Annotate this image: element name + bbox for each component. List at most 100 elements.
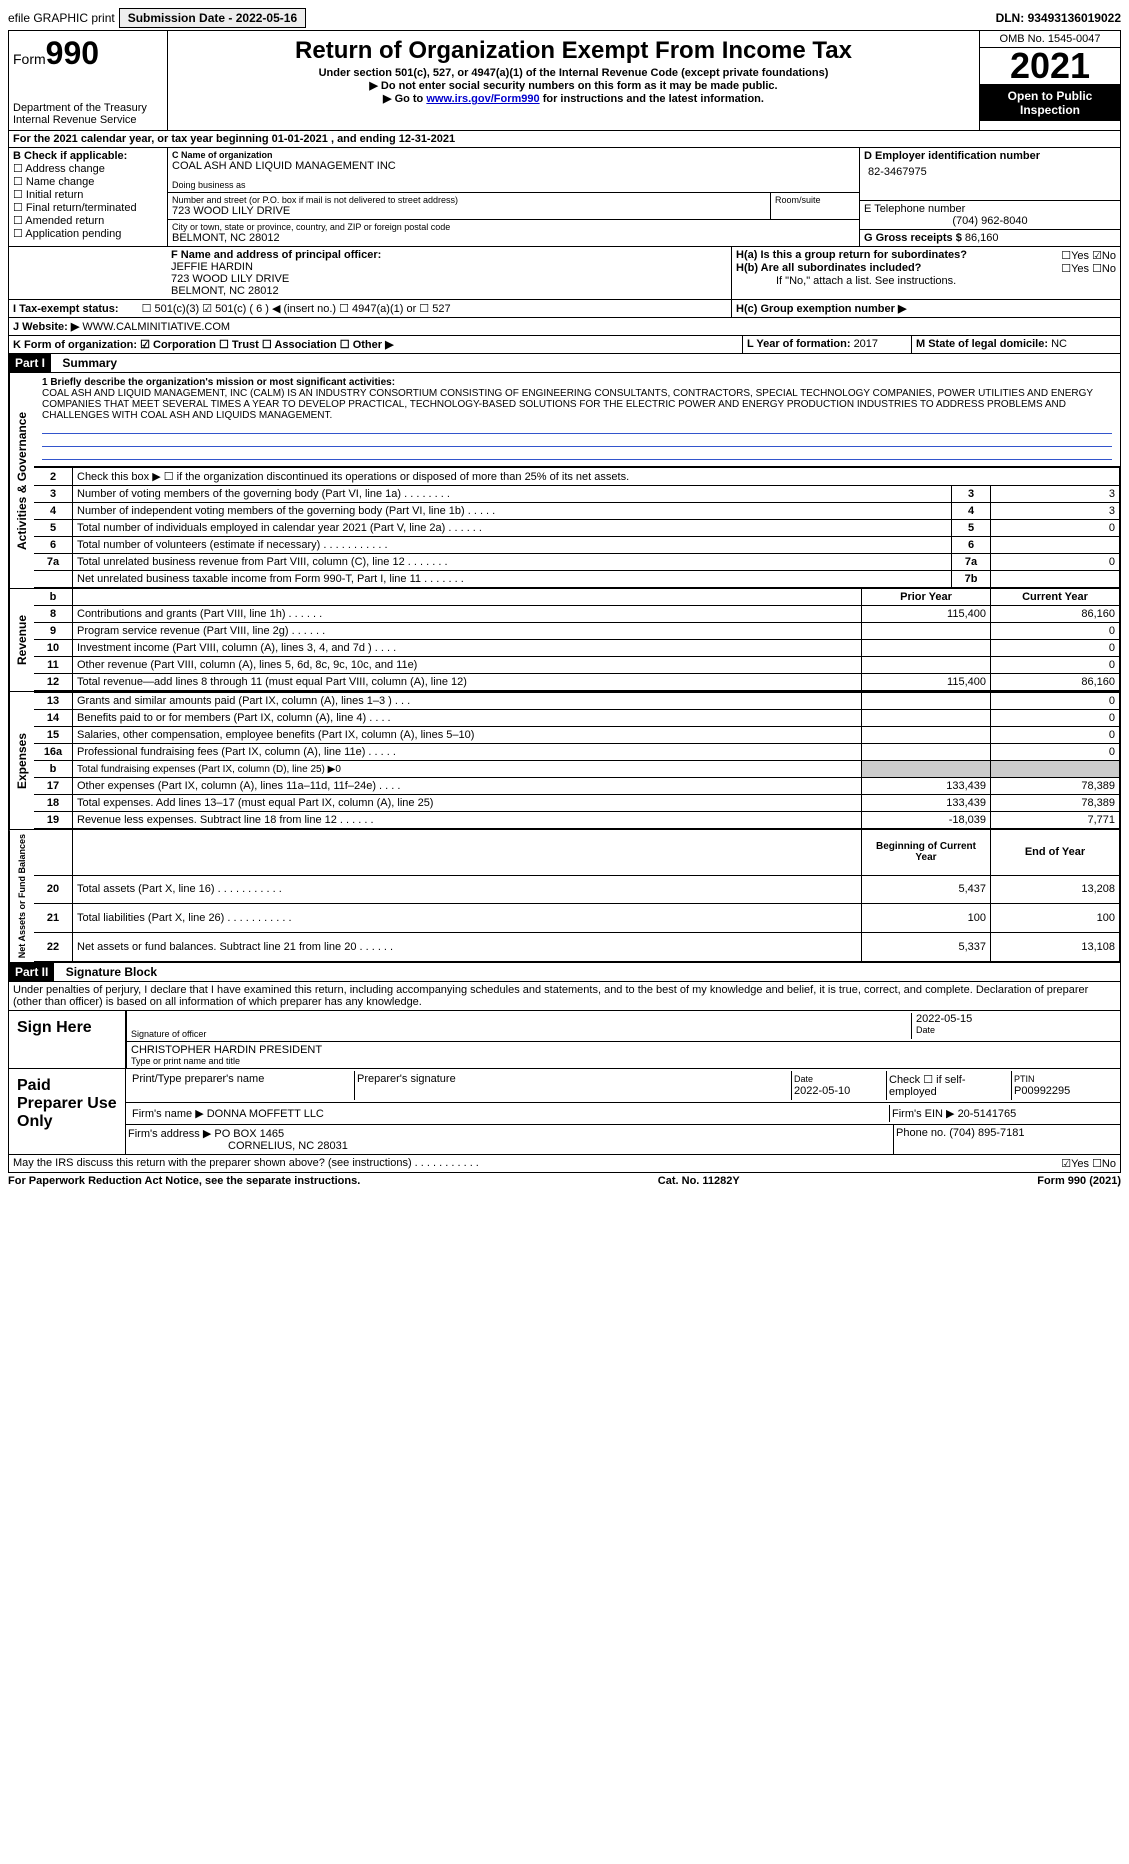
section-c: C Name of organization COAL ASH AND LIQU… — [168, 148, 859, 246]
dept-treasury: Department of the Treasury — [13, 102, 163, 114]
footer-right: Form 990 (2021) — [1037, 1175, 1121, 1187]
section-b: B Check if applicable: ☐ Address change … — [9, 148, 168, 246]
gov-table: 2Check this box ▶ ☐ if the organization … — [34, 467, 1120, 588]
ha-answer[interactable]: ☐Yes ☑No — [1061, 249, 1116, 262]
firm-name: DONNA MOFFETT LLC — [207, 1108, 324, 1120]
efile-label: efile GRAPHIC print — [8, 11, 115, 25]
b-opt[interactable]: ☐ Final return/terminated — [13, 201, 163, 214]
note-link: ▶ Go to www.irs.gov/Form990 for instruct… — [172, 92, 975, 105]
revenue-table: bPrior YearCurrent Year 8Contributions a… — [34, 589, 1120, 691]
discuss-question: May the IRS discuss this return with the… — [13, 1157, 1061, 1170]
firm-addr1: PO BOX 1465 — [214, 1128, 284, 1140]
side-expenses: Expenses — [9, 692, 34, 829]
fh-block: F Name and address of principal officer:… — [8, 247, 1121, 300]
signature-block: Under penalties of perjury, I declare th… — [8, 982, 1121, 1173]
mission-block: 1 Briefly describe the organization's mi… — [34, 373, 1120, 467]
org-name: COAL ASH AND LIQUID MANAGEMENT INC — [172, 160, 855, 172]
city: BELMONT, NC 28012 — [172, 232, 855, 244]
self-employed-check[interactable]: Check ☐ if self-employed — [887, 1071, 1012, 1100]
tax-year: 2021 — [980, 48, 1120, 85]
page-footer: For Paperwork Reduction Act Notice, see … — [8, 1173, 1121, 1187]
submission-btn[interactable]: Submission Date - 2022-05-16 — [119, 8, 306, 28]
dln: DLN: 93493136019022 — [996, 11, 1121, 25]
hb-answer[interactable]: ☐Yes ☐No — [1061, 262, 1116, 275]
section-deg: D Employer identification number 82-3467… — [859, 148, 1120, 246]
b-opt[interactable]: ☐ Name change — [13, 175, 163, 188]
header-left: Form990 Department of the Treasury Inter… — [9, 31, 168, 130]
ptin: P00992295 — [1014, 1085, 1070, 1097]
expenses-section: Expenses 13Grants and similar amounts pa… — [8, 692, 1121, 830]
officer-name: JEFFIE HARDIN — [171, 261, 727, 273]
part1-header: Part I Summary — [8, 354, 1121, 373]
table-row: 8Contributions and grants (Part VIII, li… — [34, 606, 1120, 623]
side-netassets: Net Assets or Fund Balances — [9, 830, 34, 962]
firm-phone: (704) 895-7181 — [949, 1127, 1024, 1139]
footer-left: For Paperwork Reduction Act Notice, see … — [8, 1175, 360, 1187]
phone: (704) 962-8040 — [864, 215, 1116, 227]
expenses-table: 13Grants and similar amounts paid (Part … — [34, 692, 1120, 829]
table-row: bTotal fundraising expenses (Part IX, co… — [34, 761, 1120, 778]
side-revenue: Revenue — [9, 589, 34, 691]
table-row: 7aTotal unrelated business revenue from … — [34, 554, 1120, 571]
irs-label: Internal Revenue Service — [13, 114, 163, 126]
j-block: J Website: ▶ WWW.CALMINITIATIVE.COM — [8, 318, 1121, 336]
table-row: 5Total number of individuals employed in… — [34, 520, 1120, 537]
state-domicile: NC — [1051, 338, 1067, 350]
sig-date: 2022-05-15 — [916, 1013, 1116, 1025]
table-row: 18Total expenses. Add lines 13–17 (must … — [34, 795, 1120, 812]
table-row: 12Total revenue—add lines 8 through 11 (… — [34, 674, 1120, 691]
b-opt[interactable]: ☐ Initial return — [13, 188, 163, 201]
form-of-org[interactable]: K Form of organization: ☑ Corporation ☐ … — [13, 339, 394, 351]
form-header: Form990 Department of the Treasury Inter… — [8, 30, 1121, 131]
table-row: 15Salaries, other compensation, employee… — [34, 727, 1120, 744]
part1-body: Activities & Governance 1 Briefly descri… — [8, 373, 1121, 589]
table-row: 19Revenue less expenses. Subtract line 1… — [34, 812, 1120, 829]
form-subtitle: Under section 501(c), 527, or 4947(a)(1)… — [172, 67, 975, 79]
website: WWW.CALMINITIATIVE.COM — [82, 321, 230, 333]
tax-status[interactable]: ☐ 501(c)(3) ☑ 501(c) ( 6 ) ◀ (insert no.… — [142, 303, 451, 315]
form-title: Return of Organization Exempt From Incom… — [172, 37, 975, 65]
discuss-answer[interactable]: ☑Yes ☐No — [1061, 1157, 1116, 1170]
table-row: 3Number of voting members of the governi… — [34, 486, 1120, 503]
b-opt[interactable]: ☐ Address change — [13, 162, 163, 175]
klm-block: K Form of organization: ☑ Corporation ☐ … — [8, 336, 1121, 354]
part2-header: Part II Signature Block — [8, 963, 1121, 982]
note-ssn: ▶ Do not enter social security numbers o… — [172, 79, 975, 92]
footer-cat: Cat. No. 11282Y — [658, 1175, 740, 1187]
mission-text: COAL ASH AND LIQUID MANAGEMENT, INC (CAL… — [42, 388, 1112, 421]
officer-print: CHRISTOPHER HARDIN PRESIDENT — [131, 1044, 1116, 1056]
table-row: 11Other revenue (Part VIII, column (A), … — [34, 657, 1120, 674]
table-row: 6Total number of volunteers (estimate if… — [34, 537, 1120, 554]
line-a: For the 2021 calendar year, or tax year … — [8, 131, 1121, 148]
table-row: 20Total assets (Part X, line 16) . . . .… — [34, 875, 1120, 904]
irs-link[interactable]: www.irs.gov/Form990 — [426, 93, 539, 105]
side-governance: Activities & Governance — [9, 373, 34, 588]
table-row: 16aProfessional fundraising fees (Part I… — [34, 744, 1120, 761]
table-row: 10Investment income (Part VIII, column (… — [34, 640, 1120, 657]
table-row: 17Other expenses (Part IX, column (A), l… — [34, 778, 1120, 795]
paid-preparer-label: Paid Preparer Use Only — [9, 1069, 125, 1154]
i-block: I Tax-exempt status: ☐ 501(c)(3) ☑ 501(c… — [8, 300, 1121, 318]
netassets-section: Net Assets or Fund Balances Beginning of… — [8, 830, 1121, 963]
top-bar: efile GRAPHIC print Submission Date - 20… — [8, 8, 1121, 28]
b-opt[interactable]: ☐ Application pending — [13, 227, 163, 240]
street: 723 WOOD LILY DRIVE — [172, 205, 766, 217]
entity-block: B Check if applicable: ☐ Address change … — [8, 148, 1121, 247]
ein: 82-3467975 — [864, 162, 1116, 182]
form-number: 990 — [46, 35, 99, 71]
table-row: 9Program service revenue (Part VIII, lin… — [34, 623, 1120, 640]
year-formation: 2017 — [854, 338, 878, 350]
table-row: 21Total liabilities (Part X, line 26) . … — [34, 904, 1120, 933]
netassets-table: Beginning of Current YearEnd of Year 20T… — [34, 830, 1120, 962]
table-row: 14Benefits paid to or for members (Part … — [34, 710, 1120, 727]
firm-ein: 20-5141765 — [958, 1108, 1017, 1120]
header-center: Return of Organization Exempt From Incom… — [168, 31, 980, 130]
table-row: 13Grants and similar amounts paid (Part … — [34, 693, 1120, 710]
b-opt[interactable]: ☐ Amended return — [13, 214, 163, 227]
sign-here-label: Sign Here — [9, 1011, 125, 1068]
table-row: 22Net assets or fund balances. Subtract … — [34, 933, 1120, 962]
prep-date: 2022-05-10 — [794, 1085, 850, 1097]
revenue-section: Revenue bPrior YearCurrent Year 8Contrib… — [8, 589, 1121, 692]
table-row: Net unrelated business taxable income fr… — [34, 571, 1120, 588]
header-right: OMB No. 1545-0047 2021 Open to Public In… — [980, 31, 1120, 130]
